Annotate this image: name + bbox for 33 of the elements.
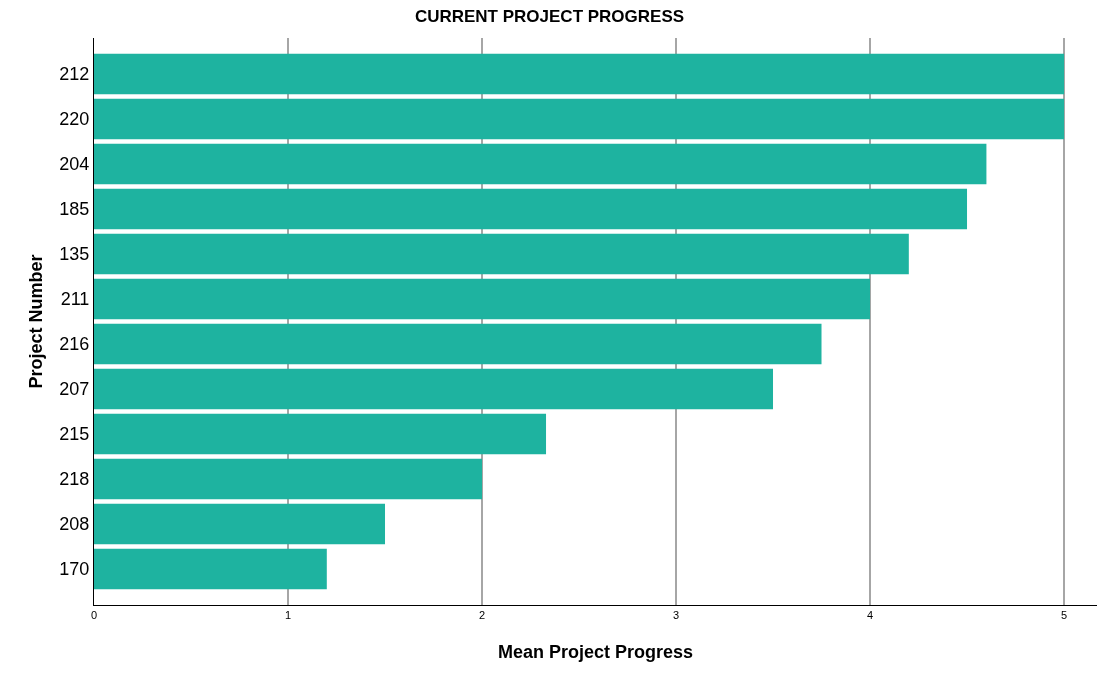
y-tick-label: 220 <box>59 109 90 130</box>
y-tick-label: 204 <box>59 154 90 175</box>
x-axis-title: Mean Project Progress <box>497 642 694 663</box>
bar <box>94 188 968 230</box>
x-tick-label: 2 <box>478 609 486 622</box>
chart-title: CURRENT PROJECT PROGRESS <box>414 7 685 27</box>
x-tick-label: 0 <box>90 609 98 622</box>
y-axis-title: Project Number <box>25 254 46 389</box>
bar <box>94 98 1065 140</box>
y-tick-label: 208 <box>59 514 90 535</box>
y-tick-label: 212 <box>59 64 90 85</box>
y-tick-label: 170 <box>59 559 90 580</box>
bar <box>94 323 822 365</box>
y-tick-label: 216 <box>59 334 90 355</box>
bar <box>94 503 386 545</box>
y-tick-label: 215 <box>59 424 90 445</box>
x-tick-label: 3 <box>672 609 680 622</box>
bar <box>94 233 909 275</box>
y-tick-label: 211 <box>60 289 90 310</box>
bar <box>94 548 327 590</box>
x-tick-label: 4 <box>866 609 874 622</box>
bar <box>94 53 1065 95</box>
bar <box>94 458 483 500</box>
y-tick-label: 207 <box>59 379 90 400</box>
bar <box>94 368 774 410</box>
bar <box>94 143 987 185</box>
bar <box>94 278 871 320</box>
x-tick-label: 1 <box>284 609 292 622</box>
x-tick-label: 5 <box>1060 609 1068 622</box>
y-tick-label: 218 <box>59 469 90 490</box>
y-tick-label: 135 <box>59 244 90 265</box>
y-tick-label: 185 <box>59 199 90 220</box>
bar <box>94 413 547 455</box>
